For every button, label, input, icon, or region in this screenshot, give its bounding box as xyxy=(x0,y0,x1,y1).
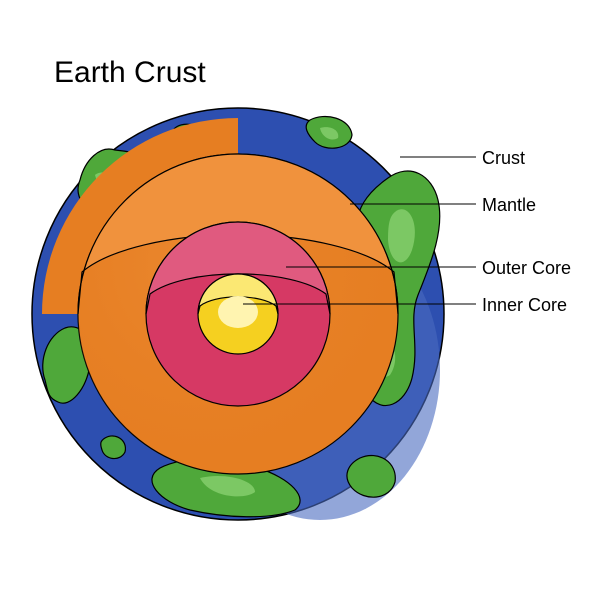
diagram-title: Earth Crust xyxy=(54,56,206,90)
inner-core-highlight xyxy=(218,296,258,328)
label-inner-core: Inner Core xyxy=(482,295,567,316)
label-crust: Crust xyxy=(482,148,525,169)
label-outer-core: Outer Core xyxy=(482,258,571,279)
label-mantle: Mantle xyxy=(482,195,536,216)
layer-stack xyxy=(78,154,398,474)
